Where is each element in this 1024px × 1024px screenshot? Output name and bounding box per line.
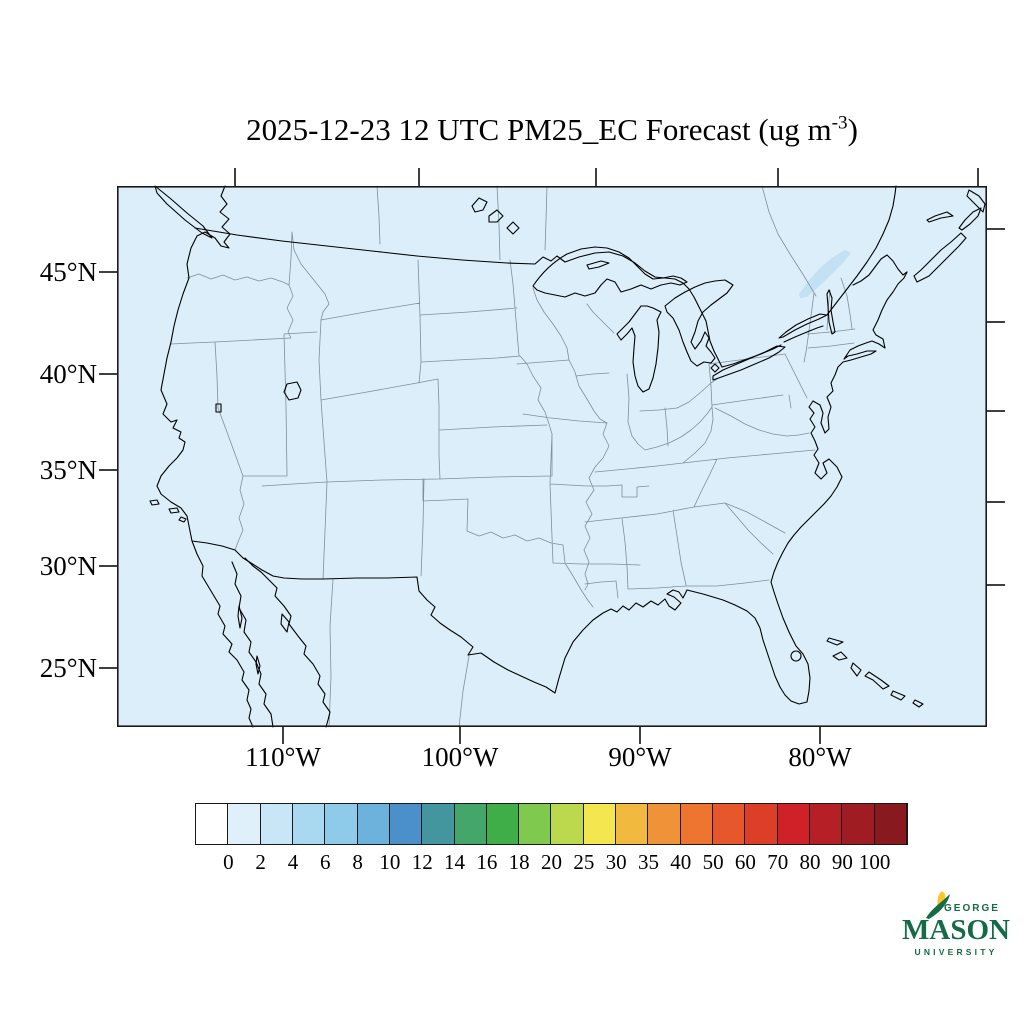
colorbar-label: 18: [508, 850, 530, 874]
colorbar-cell: [551, 804, 584, 844]
plot-title-text: 2025-12-23 12 UTC PM25_EC Forecast (ug m: [246, 112, 832, 147]
low-value-patch: [799, 250, 851, 298]
lat-axis-label: 45°N: [39, 257, 97, 287]
gmu-logo: GEORGE MASON UNIVERSITY: [898, 891, 1014, 975]
lon-axis-label: 80°W: [788, 742, 852, 772]
lat-axis-label: 25°N: [39, 653, 97, 683]
lon-axis-label: 90°W: [608, 742, 672, 772]
lat-axis-label: 35°N: [39, 455, 97, 485]
colorbar-label: 35: [637, 850, 659, 874]
colorbar-cell: [583, 804, 617, 844]
colorbar-label: 50: [702, 850, 724, 874]
map-frame: [117, 186, 988, 728]
colorbar-cell: [713, 804, 746, 844]
colorbar-label: 100: [858, 850, 891, 874]
colorbar-cell: [842, 804, 875, 844]
colorbar-label: 16: [476, 850, 498, 874]
colorbar-cell: [357, 804, 390, 844]
colorbar-label: 90: [831, 850, 853, 874]
gmu-flame-icon: [926, 891, 950, 919]
colorbar-cell: [228, 804, 261, 844]
colorbar-label: 30: [605, 850, 627, 874]
lat-axis-label: 40°N: [39, 359, 97, 389]
colorbar-cell: [422, 804, 455, 844]
colorbar-label: 4: [287, 850, 299, 874]
colorbar-cell: [196, 804, 229, 844]
colorbar-cell: [292, 804, 326, 844]
lat-axis-label: 30°N: [39, 551, 97, 581]
colorbar: 0 2 4 6 8 10 12 14 16 18 20 25 30 35 40 50 60 70 80 90 100: [195, 803, 908, 874]
colorbar-cell: [680, 804, 713, 844]
colorbar-label: 12: [411, 850, 433, 874]
colorbar-cell: [648, 804, 681, 844]
colorbar-cell: [389, 804, 423, 844]
us-map-svg: [117, 185, 988, 728]
colorbar-cell: [325, 804, 358, 844]
colorbar-cell: [454, 804, 487, 844]
colorbar-label: 14: [444, 850, 466, 874]
lon-axis-label: 110°W: [245, 742, 321, 772]
colorbar-label: 20: [541, 850, 562, 874]
colorbar-cell: [519, 804, 552, 844]
colorbar-cell: [809, 804, 843, 844]
lon-axis-label: 100°W: [421, 742, 499, 772]
colorbar-cell: [745, 804, 778, 844]
colorbar-cell: [486, 804, 520, 844]
colorbar-cell: [777, 804, 810, 844]
colorbar-label: 25: [573, 850, 595, 874]
map-area: [117, 185, 988, 728]
gmu-logo-george: GEORGE: [944, 903, 1000, 914]
colorbar-label: 2: [255, 850, 266, 874]
colorbar-label: 6: [320, 850, 331, 874]
plot-title-suffix: ): [847, 112, 858, 147]
colorbar-cell: [874, 804, 907, 844]
colorbar-label: 70: [767, 850, 789, 874]
colorbar-label: 80: [799, 850, 821, 874]
gmu-logo-mason: MASON: [902, 914, 1010, 946]
colorbar-label: 10: [379, 850, 401, 874]
colorbar-label: 0: [223, 850, 234, 874]
colorbar-label: 60: [734, 850, 756, 874]
colorbar-cell: [260, 804, 293, 844]
plot-title-exponent: -3: [831, 112, 848, 134]
colorbar-label: 8: [352, 850, 363, 874]
plot-title: 2025-12-23 12 UTC PM25_EC Forecast (ug m…: [117, 112, 987, 148]
colorbar-cell: [616, 804, 649, 844]
gmu-logo-university: UNIVERSITY: [914, 947, 998, 957]
coastline-borders: [149, 185, 986, 728]
colorbar-label: 40: [670, 850, 692, 874]
